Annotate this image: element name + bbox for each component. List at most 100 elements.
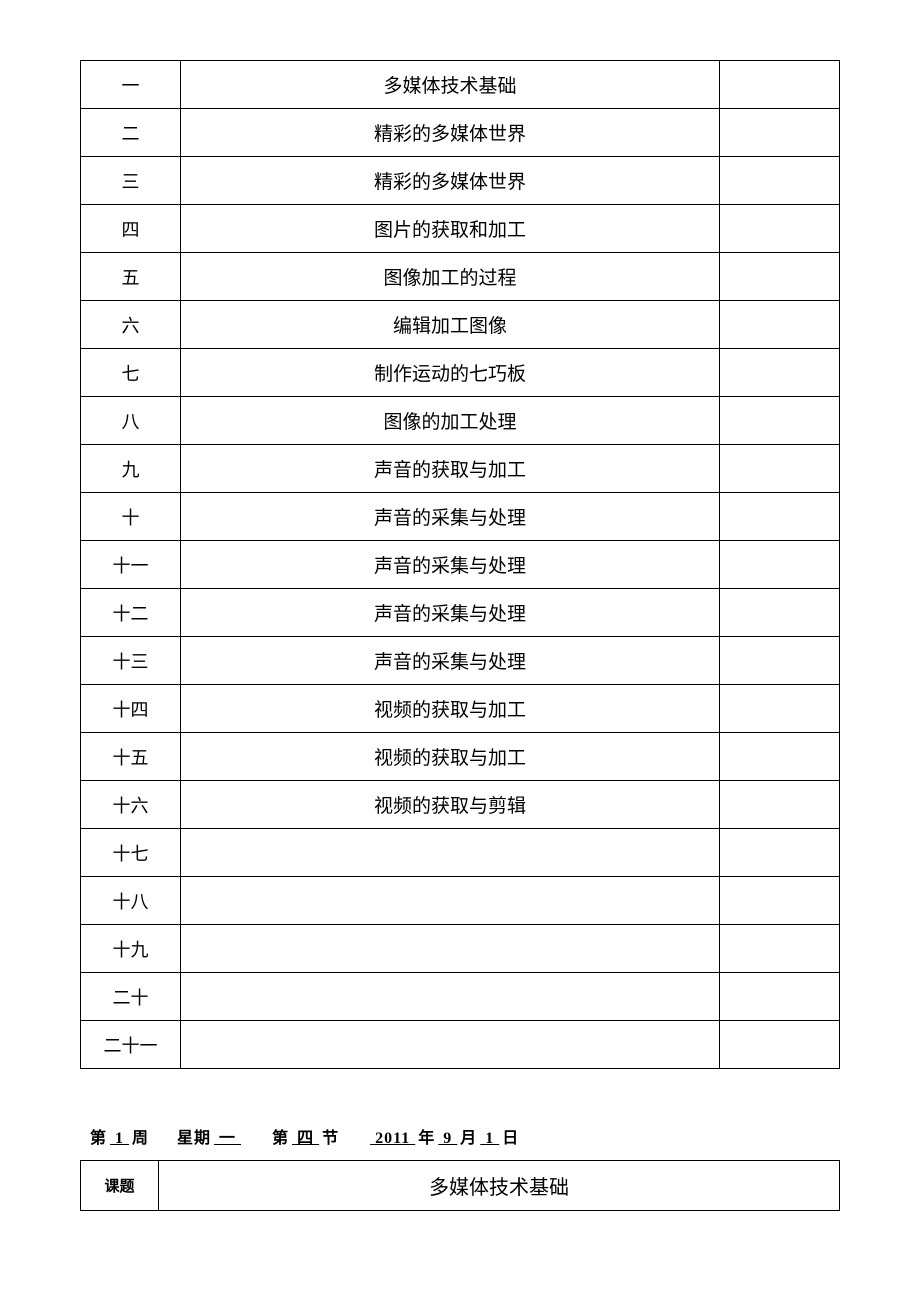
row-number-cell: 三	[81, 157, 181, 205]
row-empty-cell	[720, 925, 840, 973]
table-row: 十七	[81, 829, 840, 877]
row-title-cell: 编辑加工图像	[181, 301, 720, 349]
row-empty-cell	[720, 301, 840, 349]
row-number-cell: 十七	[81, 829, 181, 877]
row-title-cell: 声音的采集与处理	[181, 541, 720, 589]
row-empty-cell	[720, 445, 840, 493]
row-title-cell: 视频的获取与加工	[181, 685, 720, 733]
row-title-cell: 视频的获取与加工	[181, 733, 720, 781]
date-line: 第 1 周 星期 一 第 四 节 2011 年 9 月 1 日	[80, 1124, 840, 1148]
row-number-cell: 二十一	[81, 1021, 181, 1069]
row-title-cell: 视频的获取与剪辑	[181, 781, 720, 829]
dateline-prefix-period: 第	[272, 1130, 289, 1147]
row-number-cell: 十八	[81, 877, 181, 925]
lesson-row: 课题 多媒体技术基础	[81, 1161, 840, 1211]
row-number-cell: 四	[81, 205, 181, 253]
row-number-cell: 六	[81, 301, 181, 349]
row-number-cell: 五	[81, 253, 181, 301]
row-number-cell: 十二	[81, 589, 181, 637]
dateline-day: 1	[477, 1130, 502, 1147]
table-row: 一多媒体技术基础	[81, 61, 840, 109]
row-title-cell	[181, 877, 720, 925]
row-empty-cell	[720, 685, 840, 733]
table-row: 十二声音的采集与处理	[81, 589, 840, 637]
dateline-suffix-week: 周	[132, 1130, 149, 1147]
row-number-cell: 八	[81, 397, 181, 445]
dateline-month-suffix: 月	[460, 1130, 477, 1147]
lesson-title-cell: 多媒体技术基础	[159, 1161, 840, 1211]
table-row: 十声音的采集与处理	[81, 493, 840, 541]
table-row: 十五视频的获取与加工	[81, 733, 840, 781]
row-empty-cell	[720, 397, 840, 445]
row-empty-cell	[720, 637, 840, 685]
lesson-label-cell: 课题	[81, 1161, 159, 1211]
row-empty-cell	[720, 877, 840, 925]
row-empty-cell	[720, 733, 840, 781]
row-empty-cell	[720, 589, 840, 637]
row-title-cell: 图像的加工处理	[181, 397, 720, 445]
row-empty-cell	[720, 781, 840, 829]
row-empty-cell	[720, 253, 840, 301]
row-number-cell: 二	[81, 109, 181, 157]
row-number-cell: 十五	[81, 733, 181, 781]
table-row: 十一声音的采集与处理	[81, 541, 840, 589]
table-row: 十四视频的获取与加工	[81, 685, 840, 733]
row-empty-cell	[720, 61, 840, 109]
dateline-month: 9	[435, 1130, 460, 1147]
row-title-cell	[181, 829, 720, 877]
row-title-cell: 制作运动的七巧板	[181, 349, 720, 397]
row-empty-cell	[720, 1021, 840, 1069]
row-title-cell: 声音的采集与处理	[181, 637, 720, 685]
row-number-cell: 九	[81, 445, 181, 493]
row-title-cell	[181, 973, 720, 1021]
dateline-suffix-period: 节	[322, 1130, 339, 1147]
table-row: 七制作运动的七巧板	[81, 349, 840, 397]
row-number-cell: 十九	[81, 925, 181, 973]
row-empty-cell	[720, 109, 840, 157]
row-number-cell: 二十	[81, 973, 181, 1021]
row-title-cell: 精彩的多媒体世界	[181, 109, 720, 157]
row-number-cell: 十	[81, 493, 181, 541]
table-row: 九声音的获取与加工	[81, 445, 840, 493]
dateline-week-num: 1	[107, 1130, 132, 1147]
dateline-prefix-weekday: 星期	[177, 1130, 211, 1147]
row-empty-cell	[720, 205, 840, 253]
dateline-year-suffix: 年	[418, 1130, 435, 1147]
row-number-cell: 十六	[81, 781, 181, 829]
lesson-table: 课题 多媒体技术基础	[80, 1160, 840, 1211]
row-empty-cell	[720, 493, 840, 541]
row-number-cell: 十四	[81, 685, 181, 733]
row-number-cell: 七	[81, 349, 181, 397]
row-number-cell: 十三	[81, 637, 181, 685]
dateline-prefix-week: 第	[90, 1130, 107, 1147]
row-empty-cell	[720, 157, 840, 205]
table-row: 十三声音的采集与处理	[81, 637, 840, 685]
row-title-cell: 声音的采集与处理	[181, 589, 720, 637]
row-title-cell: 声音的采集与处理	[181, 493, 720, 541]
row-number-cell: 十一	[81, 541, 181, 589]
dateline-weekday: 一	[211, 1130, 244, 1147]
table-row: 八图像的加工处理	[81, 397, 840, 445]
row-empty-cell	[720, 349, 840, 397]
table-row: 四图片的获取和加工	[81, 205, 840, 253]
table-row: 十九	[81, 925, 840, 973]
table-row: 十八	[81, 877, 840, 925]
row-title-cell: 图片的获取和加工	[181, 205, 720, 253]
table-row: 六编辑加工图像	[81, 301, 840, 349]
row-title-cell: 图像加工的过程	[181, 253, 720, 301]
row-title-cell: 精彩的多媒体世界	[181, 157, 720, 205]
dateline-year: 2011	[367, 1130, 418, 1147]
row-title-cell	[181, 925, 720, 973]
row-empty-cell	[720, 973, 840, 1021]
table-row: 二十一	[81, 1021, 840, 1069]
schedule-table: 一多媒体技术基础二精彩的多媒体世界三精彩的多媒体世界四图片的获取和加工五图像加工…	[80, 60, 840, 1069]
row-empty-cell	[720, 541, 840, 589]
dateline-day-suffix: 日	[502, 1130, 519, 1147]
row-title-cell: 多媒体技术基础	[181, 61, 720, 109]
dateline-period: 四	[289, 1130, 322, 1147]
table-row: 二精彩的多媒体世界	[81, 109, 840, 157]
row-number-cell: 一	[81, 61, 181, 109]
schedule-table-body: 一多媒体技术基础二精彩的多媒体世界三精彩的多媒体世界四图片的获取和加工五图像加工…	[81, 61, 840, 1069]
row-empty-cell	[720, 829, 840, 877]
table-row: 十六视频的获取与剪辑	[81, 781, 840, 829]
